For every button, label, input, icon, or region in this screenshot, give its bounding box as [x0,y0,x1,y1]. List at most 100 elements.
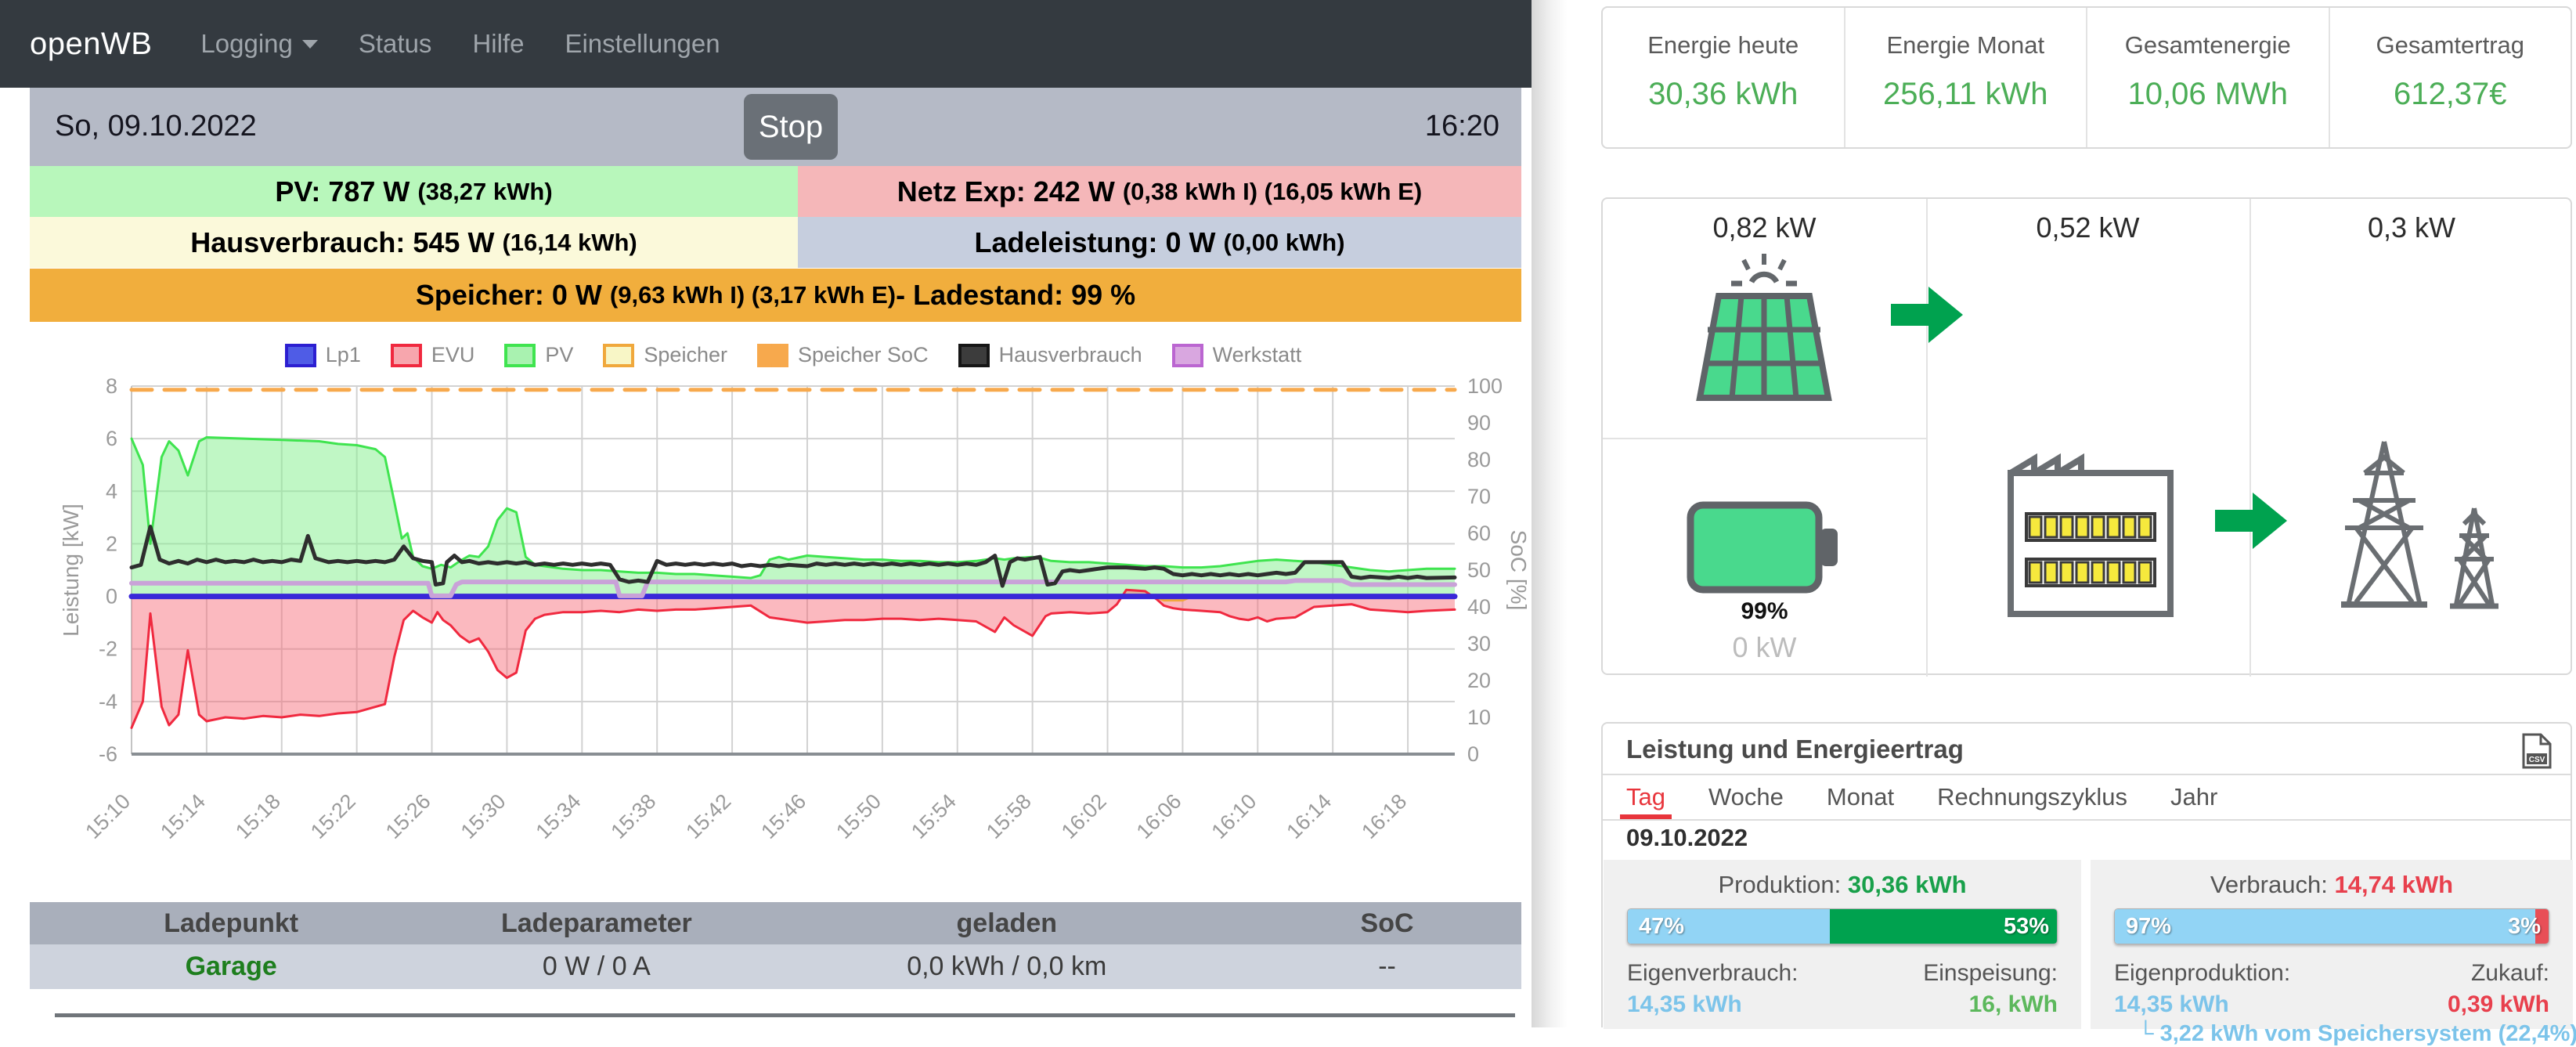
nav-item-logging[interactable]: Logging [200,29,318,59]
app-logo[interactable]: openWB [30,26,153,61]
col-header-ladeparameter: Ladeparameter [501,908,692,938]
legend-swatch [1171,343,1203,367]
stop-button[interactable]: Stop [744,94,838,160]
charge-energy-value: (0,00 kWh) [1223,228,1345,256]
panel-divider [1532,0,1568,1027]
production-heading: Produktion: 30,36 kWh [1604,871,2081,899]
svg-text:15:34: 15:34 [532,789,586,843]
battery-soc-label: 99% [1741,598,1788,624]
consumption-split-bar: 97%3% [2114,908,2549,944]
legend-item-pv[interactable]: PV [504,343,573,367]
svg-text:8: 8 [106,374,117,398]
chargepoint-table-row: Garage 0 W / 0 A 0,0 kWh / 0,0 km -- [30,944,1521,989]
production-split-bar: 47% 53% [1627,908,2058,944]
nav-menu: Logging Status Hilfe Einstellungen [200,29,720,59]
chargepoint-soc: -- [1378,951,1396,981]
pv-energy-value: (38,27 kWh) [417,177,553,205]
flow-arrow-house-grid-icon [2215,493,2287,549]
report-tab-jahr[interactable]: Jahr [2170,783,2218,811]
consumption-value: 14,74 kWh [2334,871,2454,898]
self-consumption-label: Eigenverbrauch: [1627,960,1799,986]
legend-item-lp1[interactable]: Lp1 [284,343,361,367]
summary-card-value: 10,06 MWh [2127,77,2289,111]
svg-text:16:14: 16:14 [1282,789,1336,843]
svg-text:50: 50 [1467,558,1491,582]
summary-card-value: 30,36 kWh [1648,77,1799,111]
bar-segment: 3% [2508,909,2549,944]
purchase-value: 0,39 kWh [2447,991,2549,1017]
bar-segment: 47% [1628,909,1830,944]
production-value: 30,36 kWh [1847,871,1967,898]
legend-label: EVU [431,343,475,366]
chart-legend: Lp1 EVU PV Speicher Speicher SoC Hausverbrauc… [132,343,1455,367]
flow-house-cell: 0,52 kW [1926,199,2249,677]
legend-swatch [504,343,536,367]
svg-text:16:18: 16:18 [1357,789,1411,843]
energy-report-panel: Leistung und Energieertrag CSV Tag Woche M… [1601,722,2576,1046]
report-tab-rechnungszyklus[interactable]: Rechnungszyklus [1937,783,2128,811]
bar-segment: 53% [1829,909,2057,944]
nav-item-einstellungen[interactable]: Einstellungen [565,29,720,58]
chargepoint-table-header: Ladepunkt Ladeparameter geladen SoC [30,902,1521,944]
svg-text:Leistung [kW]: Leistung [kW] [59,504,83,637]
svg-text:90: 90 [1467,411,1491,435]
legend-label: Werkstatt [1212,343,1302,366]
pv-power-value: PV: 787 W [275,175,410,208]
summary-card: Gesamtertrag 612,37€ [2330,8,2571,147]
svg-text:60: 60 [1467,522,1491,545]
svg-text:15:14: 15:14 [156,789,210,843]
chargepoint-name[interactable]: Garage [185,951,277,981]
self-production-label: Eigenproduktion: [2114,960,2291,986]
bar-segment: 97% [2115,909,2536,944]
battery-energy-value: (9,63 kWh I) (3,17 kWh E) [609,281,897,309]
legend-label: Lp1 [325,343,361,366]
house-consumption-tile: Hausverbrauch: 545 W (16,14 kWh) [30,217,798,268]
battery-status-tile: Speicher: 0 W (9,63 kWh I) (3,17 kWh E) … [30,269,1521,322]
flow-grid-power: 0,3 kW [2367,211,2456,244]
summary-card-label: Energie heute [1647,31,1799,59]
report-tab-woche[interactable]: Woche [1708,783,1784,811]
col-header-ladepunkt: Ladepunkt [164,908,299,938]
nav-item-hilfe[interactable]: Hilfe [472,29,525,58]
main-panel: openWB Logging Status Hilfe Einstellungen S… [0,0,1535,1017]
svg-text:15:54: 15:54 [907,789,961,843]
feed-in-label: Einspeisung: [1923,960,2058,986]
nav-item-status[interactable]: Status [358,29,432,58]
energy-flow-diagram: 0,82 kW 99% 0 kW 0,52 kW [1601,197,2572,677]
svg-text:2: 2 [106,532,117,555]
report-title: Leistung und Energieertrag [1626,735,1964,764]
battery-power-label: 0 kW [1732,631,1797,663]
report-tab-monat[interactable]: Monat [1826,783,1895,811]
legend-label: Speicher [644,343,727,366]
svg-text:-6: -6 [99,742,117,766]
svg-text:15:58: 15:58 [982,789,1036,843]
report-tab-tag[interactable]: Tag [1620,775,1672,819]
legend-item-speicher-soc[interactable]: Speicher SoC [756,343,929,367]
svg-text:20: 20 [1467,669,1491,692]
svg-text:15:26: 15:26 [381,789,435,843]
report-title-row: Leistung und Energieertrag CSV [1603,724,2571,775]
svg-text:15:30: 15:30 [456,789,511,843]
svg-text:15:42: 15:42 [681,789,735,843]
svg-text:15:46: 15:46 [756,789,810,843]
legend-item-hausverbrauch[interactable]: Hausverbrauch [958,343,1142,367]
summary-card: Energie Monat 256,11 kWh [1845,8,2087,147]
report-date: 09.10.2022 [1626,824,1748,851]
svg-text:15:38: 15:38 [606,789,660,843]
storage-contribution-note: └ 3,22 kWh vom Speichersystem (22,4%) [2138,1021,2576,1046]
legend-label: Hausverbrauch [998,343,1142,366]
feed-in-value: 16, kWh [1968,991,2058,1017]
legend-label: PV [545,343,574,366]
grid-energy-value: (0,38 kWh I) (16,05 kWh E) [1122,177,1423,205]
svg-text:16:02: 16:02 [1057,789,1111,843]
factory-window-lights [2028,515,2152,584]
purchase-label: Zukauf: [2470,960,2549,986]
legend-item-speicher[interactable]: Speicher [603,343,727,367]
csv-export-icon[interactable]: CSV [2519,731,2553,771]
legend-item-werkstatt[interactable]: Werkstatt [1171,343,1302,367]
consumption-label: Verbrauch: [2210,871,2328,898]
legend-item-evu[interactable]: EVU [390,343,475,367]
summary-card: Gesamtenergie 10,06 MWh [2087,8,2330,147]
energy-summary-cards: Energie heute 30,36 kWh Energie Monat 256,1… [1601,6,2572,149]
